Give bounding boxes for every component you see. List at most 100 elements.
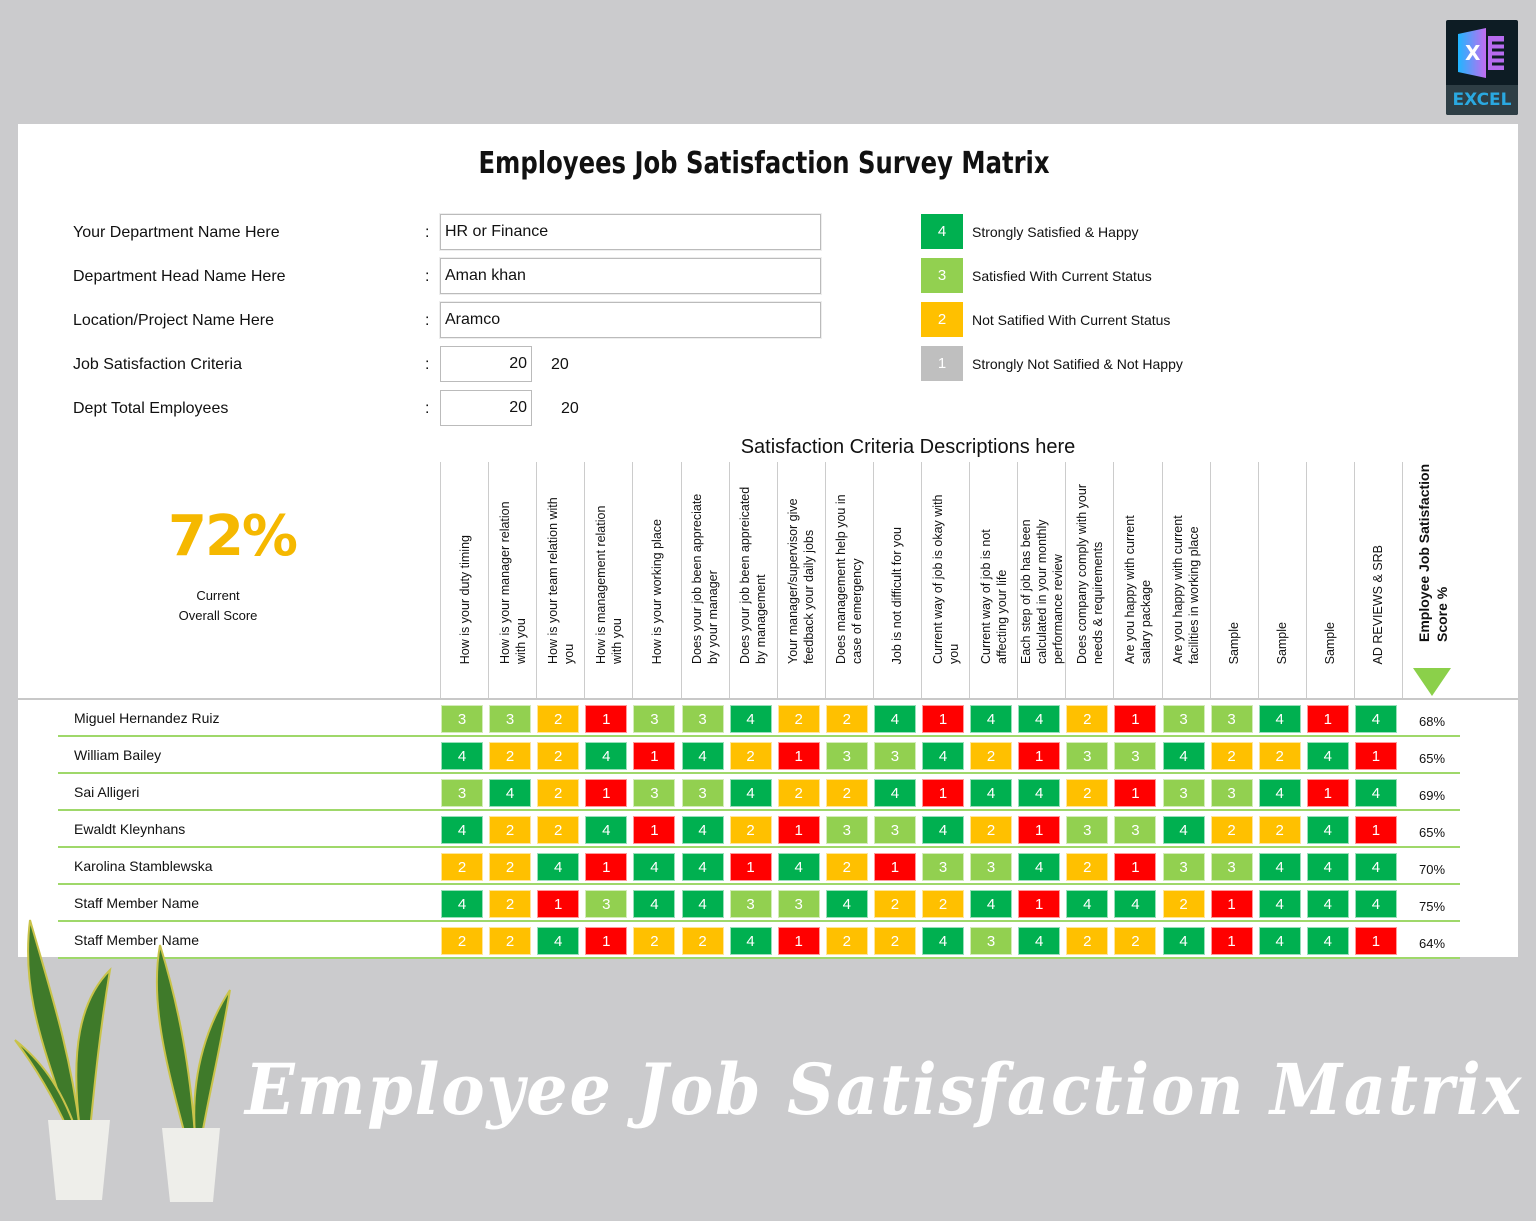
score-cell[interactable]: 2 [441,927,483,955]
score-cell[interactable]: 2 [489,927,532,955]
score-cell[interactable]: 3 [922,853,964,881]
score-cell[interactable]: 1 [922,705,964,733]
score-cell[interactable]: 2 [873,890,916,918]
score-cell[interactable]: 2 [1258,816,1301,844]
score-cell[interactable]: 1 [1114,705,1157,733]
score-cell[interactable]: 3 [777,890,820,918]
score-cell[interactable]: 4 [1306,853,1349,881]
score-cell[interactable]: 4 [970,705,1013,733]
score-cell[interactable]: 4 [1258,705,1301,733]
score-cell[interactable]: 2 [489,890,532,918]
score-cell[interactable]: 2 [825,705,868,733]
score-cell[interactable]: 2 [537,742,580,770]
score-cell[interactable]: 2 [1114,927,1157,955]
score-cell[interactable]: 4 [970,779,1013,807]
score-cell[interactable]: 2 [825,853,868,881]
score-cell[interactable]: 4 [777,853,820,881]
score-cell[interactable]: 4 [970,890,1013,918]
score-cell[interactable]: 3 [633,705,676,733]
score-cell[interactable]: 4 [441,890,483,918]
score-cell[interactable]: 3 [1162,779,1205,807]
score-cell[interactable]: 4 [681,816,724,844]
score-cell[interactable]: 3 [873,816,916,844]
score-cell[interactable]: 4 [1018,853,1061,881]
score-cell[interactable]: 4 [633,853,676,881]
score-cell[interactable]: 4 [1354,705,1397,733]
score-cell[interactable]: 4 [729,779,772,807]
score-cell[interactable]: 4 [1258,779,1301,807]
score-cell[interactable]: 1 [1018,816,1061,844]
score-cell[interactable]: 1 [1354,816,1397,844]
score-cell[interactable]: 3 [681,705,724,733]
score-cell[interactable]: 4 [1258,890,1301,918]
score-cell[interactable]: 4 [441,816,483,844]
score-cell[interactable]: 3 [1066,816,1109,844]
score-cell[interactable]: 2 [489,742,532,770]
score-cell[interactable]: 2 [489,816,532,844]
score-cell[interactable]: 4 [1162,816,1205,844]
score-cell[interactable]: 4 [489,779,532,807]
score-cell[interactable]: 2 [777,705,820,733]
score-cell[interactable]: 4 [1066,890,1109,918]
score-cell[interactable]: 4 [681,853,724,881]
score-cell[interactable]: 1 [777,927,820,955]
score-cell[interactable]: 2 [681,927,724,955]
score-cell[interactable]: 3 [825,742,868,770]
score-cell[interactable]: 4 [1306,816,1349,844]
score-cell[interactable]: 3 [489,705,532,733]
field-input[interactable]: Aramco [440,302,821,338]
score-cell[interactable]: 4 [1306,742,1349,770]
score-cell[interactable]: 1 [1114,853,1157,881]
score-cell[interactable]: 2 [633,927,676,955]
score-cell[interactable]: 4 [1258,853,1301,881]
score-cell[interactable]: 3 [585,890,628,918]
score-cell[interactable]: 3 [1162,705,1205,733]
score-cell[interactable]: 1 [633,816,676,844]
score-cell[interactable]: 4 [922,927,964,955]
score-cell[interactable]: 1 [729,853,772,881]
score-cell[interactable]: 4 [1354,890,1397,918]
score-cell[interactable]: 4 [1354,779,1397,807]
score-cell[interactable]: 2 [970,816,1013,844]
score-cell[interactable]: 3 [873,742,916,770]
score-cell[interactable]: 2 [537,705,580,733]
field-input[interactable]: HR or Finance [440,214,821,250]
score-cell[interactable]: 4 [729,927,772,955]
score-cell[interactable]: 4 [1114,890,1157,918]
score-cell[interactable]: 1 [922,779,964,807]
score-cell[interactable]: 3 [441,779,483,807]
score-cell[interactable]: 3 [1210,705,1253,733]
score-cell[interactable]: 4 [537,853,580,881]
score-cell[interactable]: 3 [633,779,676,807]
score-cell[interactable]: 4 [441,742,483,770]
score-cell[interactable]: 4 [585,742,628,770]
score-cell[interactable]: 3 [729,890,772,918]
score-cell[interactable]: 1 [873,853,916,881]
score-cell[interactable]: 4 [922,742,964,770]
score-cell[interactable]: 1 [585,927,628,955]
field-input[interactable]: Aman khan [440,258,821,294]
score-cell[interactable]: 2 [1066,705,1109,733]
score-cell[interactable]: 2 [1066,927,1109,955]
score-cell[interactable]: 3 [1114,816,1157,844]
score-cell[interactable]: 2 [873,927,916,955]
score-cell[interactable]: 4 [681,742,724,770]
score-cell[interactable]: 3 [1066,742,1109,770]
score-cell[interactable]: 4 [1162,927,1205,955]
score-cell[interactable]: 3 [970,853,1013,881]
score-cell[interactable]: 4 [825,890,868,918]
field-input[interactable]: 20 [440,346,532,382]
score-cell[interactable]: 1 [1114,779,1157,807]
score-cell[interactable]: 3 [1114,742,1157,770]
score-cell[interactable]: 1 [1354,742,1397,770]
score-cell[interactable]: 2 [1066,779,1109,807]
score-cell[interactable]: 1 [1306,779,1349,807]
score-cell[interactable]: 2 [825,927,868,955]
score-cell[interactable]: 2 [537,816,580,844]
score-cell[interactable]: 2 [1210,742,1253,770]
score-cell[interactable]: 1 [1354,927,1397,955]
score-cell[interactable]: 2 [537,779,580,807]
score-cell[interactable]: 4 [873,779,916,807]
score-cell[interactable]: 3 [1210,779,1253,807]
score-cell[interactable]: 2 [1210,816,1253,844]
